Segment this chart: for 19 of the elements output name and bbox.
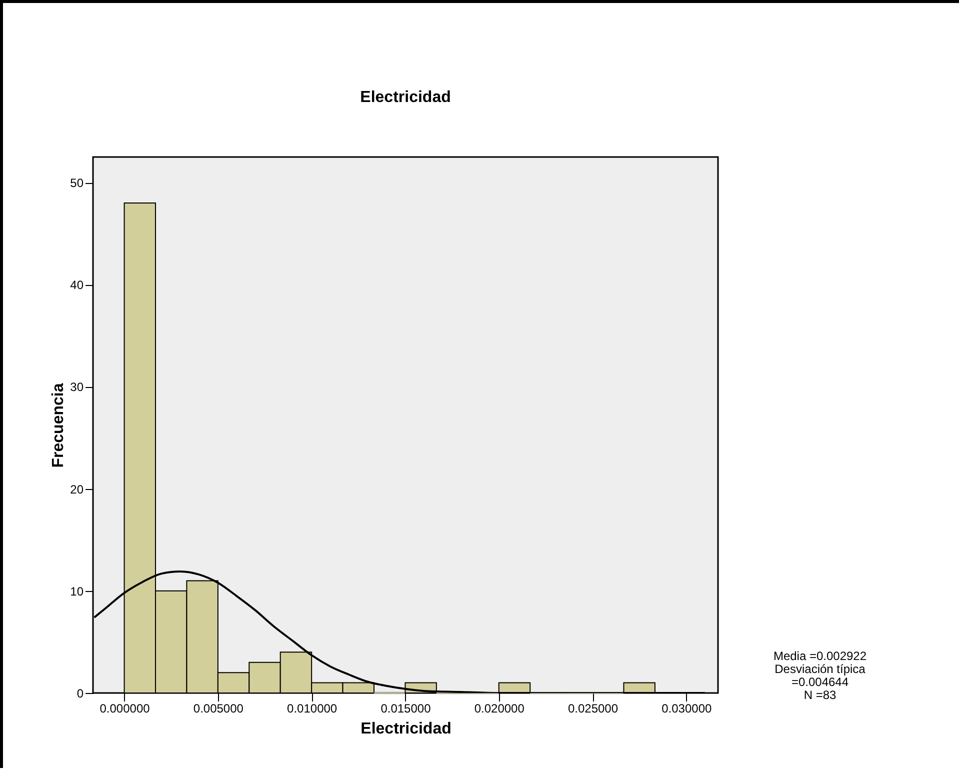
x-tick-label: 0.020000 [474,702,525,716]
x-tick-label: 0.005000 [193,702,244,716]
x-tick-label: 0.015000 [380,702,432,716]
x-tick-label: 0.000000 [100,702,150,716]
chart-title: Electricidad [360,89,451,106]
x-tick-label: 0.010000 [287,702,338,716]
y-tick-label: 30 [70,380,84,394]
text: Desviación típica =0.004644 [774,662,866,689]
y-axis-title: Frecuencia [50,383,68,468]
y-tick-label: 40 [70,278,84,292]
y-tick-label: 20 [70,482,84,496]
y-tick-label: 50 [70,176,84,190]
y-tick-label: 10 [70,584,84,598]
x-axis-title: Electricidad [360,720,452,738]
y-tick-label: 0 [76,686,84,700]
x-tick-label: 0.030000 [662,702,712,716]
text: Media =0.002922 [772,649,868,663]
text: N =83 [802,688,838,702]
x-tick-label: 0.025000 [568,702,618,716]
